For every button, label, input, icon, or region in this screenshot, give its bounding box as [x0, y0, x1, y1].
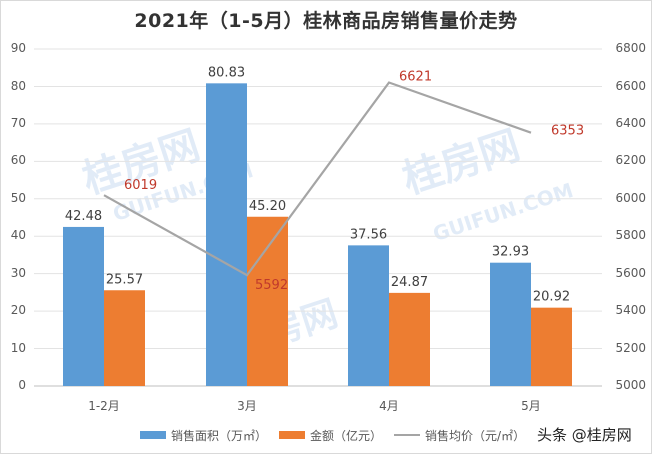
data-label-price: 6019 [124, 178, 157, 193]
x-tick: 1-2月 [88, 399, 120, 413]
data-label-price: 5592 [255, 278, 288, 293]
data-label-area: 80.83 [208, 65, 245, 80]
bar-area [206, 83, 247, 387]
y-tick: 10 [10, 341, 26, 355]
legend-swatch [279, 431, 306, 439]
y2-tick: 6600 [615, 79, 646, 93]
legend-item-amount: 金额（亿元） [279, 427, 382, 444]
bar-amount [531, 307, 572, 386]
data-label-area: 42.48 [65, 209, 102, 224]
legend-line [394, 434, 421, 436]
data-label-amount: 25.57 [106, 272, 143, 287]
y-tick: 70 [10, 116, 26, 130]
chart-title: 2021年（1-5月）桂林商品房销售量价走势 [134, 10, 518, 32]
y-tick: 90 [10, 41, 26, 55]
data-label-amount: 24.87 [391, 275, 428, 290]
bar-area [490, 262, 531, 386]
y2-tick: 6000 [615, 191, 646, 205]
price-line [103, 81, 532, 277]
data-label-area: 32.93 [492, 245, 529, 260]
legend: 销售面积（万㎡） 金额（亿元） 销售均价（元/㎡） [140, 427, 537, 443]
x-tick: 3月 [237, 399, 257, 413]
bar-area [348, 245, 389, 386]
bars [63, 83, 572, 387]
data-label-price: 6621 [399, 70, 432, 85]
y2-tick: 5200 [615, 341, 646, 355]
y2-tick: 6800 [615, 41, 646, 55]
legend-item-area: 销售面积（万㎡） [140, 427, 267, 444]
legend-label: 金额（亿元） [310, 428, 383, 443]
data-label-price: 6353 [551, 124, 584, 139]
bar-amount [104, 290, 145, 386]
data-label-area: 37.56 [350, 227, 387, 242]
x-tick: 4月 [379, 399, 399, 413]
y-tick: 0 [18, 378, 26, 392]
y-tick: 30 [10, 266, 26, 280]
legend-item-price: 销售均价（元/㎡） [394, 427, 525, 444]
y2-tick: 5600 [615, 266, 646, 280]
y2-tick: 6200 [615, 153, 646, 167]
y-tick: 50 [10, 191, 26, 205]
legend-label: 销售均价（元/㎡） [425, 428, 526, 443]
y2-tick: 5000 [615, 378, 646, 392]
credit-text: 头条 @桂房网 [537, 426, 632, 444]
y2-tick: 5800 [615, 228, 646, 242]
data-label-amount: 20.92 [533, 290, 570, 305]
y-tick: 20 [10, 303, 26, 317]
data-label-amount: 45.20 [249, 199, 286, 214]
data-labels: 42.48 25.57 80.83 45.20 37.56 24.87 32.93 20.92… [65, 65, 584, 304]
legend-label: 销售面积（万㎡） [171, 428, 268, 443]
price-line-path [103, 81, 532, 277]
legend-swatch [140, 431, 166, 439]
y2-tick: 5400 [615, 303, 646, 317]
bar-amount [247, 216, 288, 386]
bar-amount [389, 292, 430, 386]
y2-tick: 6400 [615, 116, 646, 130]
y-tick: 80 [10, 79, 26, 93]
x-tick: 5月 [521, 399, 541, 413]
y-tick: 40 [10, 228, 26, 242]
y-tick: 60 [10, 153, 26, 167]
bar-area [63, 226, 104, 386]
